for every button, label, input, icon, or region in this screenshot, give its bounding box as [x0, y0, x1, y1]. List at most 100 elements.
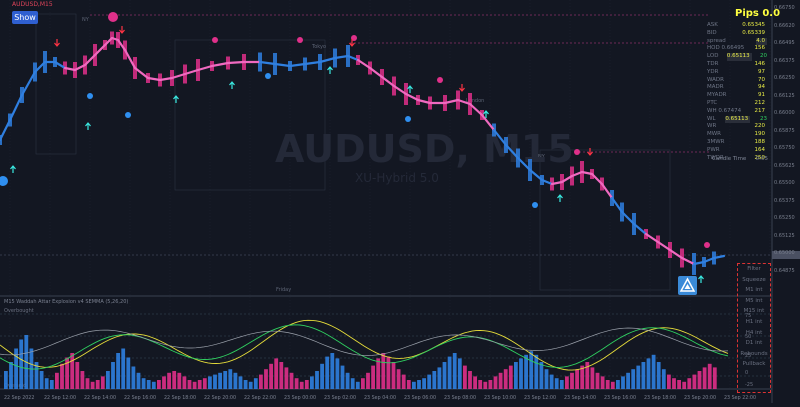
oscillator-bar: [80, 371, 85, 389]
oscillator-bar: [233, 372, 238, 389]
oscillator-bar: [559, 380, 564, 389]
trend-line-segment: [273, 62, 292, 68]
oscillator-bar: [565, 376, 569, 389]
oscillator-bar: [253, 378, 258, 389]
price-axis-label: 0.66250: [774, 75, 795, 81]
trend-line-segment: [183, 68, 200, 76]
oscillator-bar: [325, 356, 330, 389]
trend-line-segment: [146, 76, 162, 82]
logo-badge: [678, 276, 697, 295]
price-axis-label: 0.65125: [774, 232, 795, 239]
up-arrow-icon: [327, 66, 333, 74]
time-axis-label: 23 Sep 14:00: [564, 395, 596, 401]
oscillator-bar: [457, 358, 462, 389]
oscillator-bar: [70, 353, 75, 389]
current-price-marker: [772, 251, 800, 259]
oscillator-bar: [340, 365, 345, 389]
trend-line-segment: [33, 60, 47, 74]
price-axis-label: 0.66125: [774, 92, 795, 99]
oscillator-bar: [493, 376, 498, 389]
oscillator-bar: [146, 380, 151, 389]
trend-line-segment: [318, 56, 337, 64]
oscillator-bar: [310, 376, 314, 389]
oscillator-bar: [672, 378, 676, 389]
oscillator-bar: [580, 365, 585, 389]
price-axis-label: 0.66620: [774, 22, 795, 29]
oscillator-bar: [488, 380, 493, 389]
down-arrow-icon: [119, 26, 125, 34]
price-axis-label: 0.66750: [774, 5, 795, 11]
info-row: BID 0.65339: [707, 30, 767, 38]
oscillator-bar: [279, 362, 284, 389]
oscillator-bar: [463, 365, 467, 389]
trend-line-segment: [516, 156, 532, 172]
timeframe-item: M1 int: [745, 287, 763, 294]
up-arrow-icon: [173, 95, 179, 103]
info-row-value: 0.65113: [725, 115, 751, 124]
oscillator-bar: [534, 354, 539, 389]
info-row-label: TDR: [707, 60, 719, 67]
oscillator-bar: [355, 381, 360, 389]
oscillator-bar: [187, 380, 192, 389]
info-row-extra: 20: [760, 53, 767, 60]
trend-line-segment: [346, 54, 360, 62]
session-box: [174, 39, 326, 191]
trend-line-segment: [620, 210, 636, 226]
oscillator-bar: [539, 362, 544, 389]
info-row: HOD 0.66495 156: [707, 45, 767, 53]
oscillator-bar: [549, 374, 554, 389]
oscillator-scale-label: 50: [745, 334, 751, 340]
info-row-value: 4.0: [756, 37, 767, 46]
oscillator-bar: [483, 381, 488, 389]
oscillator-bar: [692, 374, 697, 389]
trend-line-segment: [600, 182, 614, 200]
oscillator-bar: [503, 369, 508, 389]
oscillator-bar: [707, 363, 712, 389]
oscillator-bar: [172, 371, 177, 389]
oscillator-bar: [514, 362, 518, 389]
info-row-value: 188: [754, 138, 766, 145]
sell-signal-dot: [437, 77, 443, 83]
info-row: LOD 0.65113 20: [707, 53, 767, 61]
oscillator-bar: [366, 372, 370, 389]
oscillator-bar: [661, 369, 666, 389]
oscillator-bar: [687, 378, 692, 389]
time-axis-label: 23 Sep 12:00: [524, 395, 556, 401]
oscillator-bar: [519, 358, 523, 389]
info-row: spread 4.0: [707, 37, 767, 46]
symbol-label: AUDUSD,M15: [12, 1, 53, 8]
trend-line-segment: [712, 254, 726, 260]
oscillator-bar: [350, 378, 355, 389]
down-arrow-icon: [459, 84, 465, 92]
overbought-label: Overbought: [4, 308, 34, 314]
oscillator-bar: [243, 380, 248, 389]
info-row-label: MADR: [707, 84, 724, 91]
oscillator-bar: [299, 381, 304, 389]
oscillator-bar: [702, 367, 707, 389]
trend-line-segment: [644, 232, 660, 244]
oscillator-bar: [106, 371, 110, 389]
oscillator-bar: [437, 367, 442, 389]
trend-line-segment: [0, 118, 12, 142]
sell-signal-dot: [704, 242, 710, 248]
oscillator-bar: [401, 374, 406, 389]
oscillator-bar: [65, 357, 69, 389]
show-button[interactable]: Show: [12, 11, 38, 24]
trend-line-segment: [528, 168, 544, 182]
info-row-value: 70: [758, 76, 765, 83]
up-arrow-icon: [698, 275, 704, 283]
trend-line-segment: [258, 60, 277, 66]
oscillator-title: M15 Waddah Attar Explosion v4 SEMMA (5,2…: [4, 299, 128, 305]
buy-signal-dot: [87, 93, 93, 99]
oscillator-bar: [248, 381, 253, 389]
trend-line-segment: [550, 180, 564, 186]
oscillator-bar: [452, 353, 457, 389]
oscillator-bar: [712, 367, 717, 389]
timeframe-box: Filter Squeeze M1 int M5 int M15 int H1 int H4…: [737, 263, 771, 393]
oscillator-bar: [197, 380, 202, 389]
timeframe-item: Squeeze: [742, 276, 766, 283]
oscillator-line: [0, 324, 729, 370]
oscillator-bar: [126, 357, 131, 389]
oscillator-bar: [19, 339, 24, 389]
